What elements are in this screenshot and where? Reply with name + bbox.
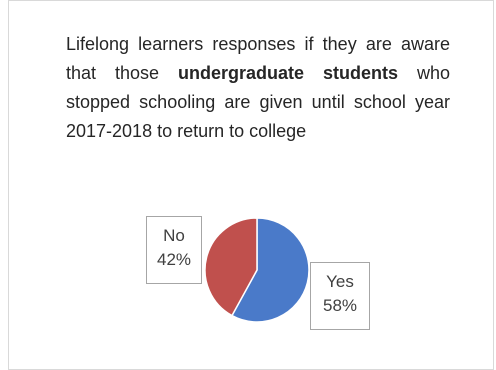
data-label-yes: Yes 58% bbox=[310, 262, 370, 330]
chart-title-part3: who stopped schooling are given until sc… bbox=[66, 63, 450, 141]
data-label-yes-pct: 58% bbox=[322, 296, 358, 315]
data-label-no-pct: 42% bbox=[156, 250, 192, 269]
pie-slice-no bbox=[204, 217, 258, 317]
pie-slice-yes bbox=[230, 217, 310, 323]
data-label-no: No 42% bbox=[146, 216, 202, 284]
chart-title-part1: Lifelong learners responses if they are … bbox=[66, 34, 450, 83]
chart-title: Lifelong learners responses if they are … bbox=[66, 30, 450, 146]
pie-chart bbox=[204, 217, 310, 323]
data-label-no-name: No bbox=[163, 226, 185, 245]
data-label-yes-name: Yes bbox=[326, 272, 354, 291]
chart-title-bold: undergraduate students bbox=[178, 63, 398, 83]
